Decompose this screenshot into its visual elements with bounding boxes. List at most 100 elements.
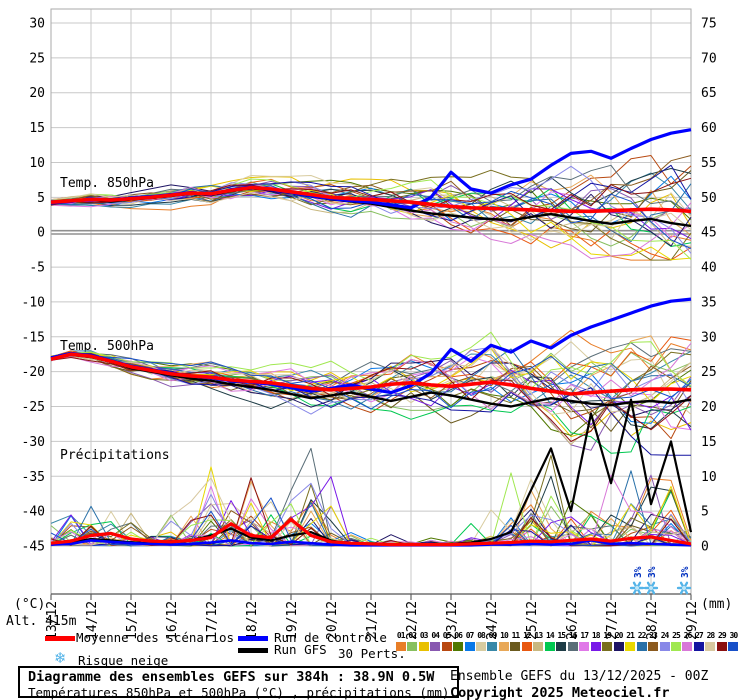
pert-color-swatch bbox=[613, 642, 624, 651]
pert-12: 12 bbox=[521, 631, 532, 651]
pert-color-swatch bbox=[476, 642, 487, 651]
pert-number: 18 bbox=[591, 631, 601, 640]
svg-text:14/12: 14/12 bbox=[85, 601, 100, 640]
pert-number: 19 bbox=[603, 631, 612, 640]
panel-labels: Temp. 850hPa Temp. 500hPa Précipitations bbox=[60, 176, 170, 463]
svg-text:5: 5 bbox=[701, 505, 709, 520]
pert-18: 18 bbox=[590, 631, 601, 651]
svg-text:28/12: 28/12 bbox=[645, 601, 660, 640]
svg-text:-15: -15 bbox=[22, 330, 45, 345]
pert-06: 06 bbox=[452, 631, 464, 651]
pert-20: 20 bbox=[613, 631, 624, 651]
pert-color-swatch bbox=[418, 642, 429, 651]
svg-text:10: 10 bbox=[701, 470, 717, 485]
pert-05: 05 bbox=[441, 631, 452, 651]
mean-line-label: Moyenne des scénarios bbox=[76, 630, 235, 645]
svg-text:-40: -40 bbox=[22, 505, 45, 520]
svg-text:27/12: 27/12 bbox=[605, 601, 620, 640]
pert-28: 28 bbox=[705, 631, 716, 651]
pert-10: 10 bbox=[498, 631, 509, 651]
left-axis-labels: 30 25 20 15 10 5 0 -5 -10 -15 -20 -25 -30 -35 -40 -45 bbox=[22, 17, 45, 555]
pert-number: 03 bbox=[419, 631, 429, 640]
svg-text:17/12: 17/12 bbox=[205, 601, 220, 640]
svg-text:13/12: 13/12 bbox=[45, 601, 60, 640]
pert-color-swatch bbox=[556, 642, 567, 651]
svg-text:16/12: 16/12 bbox=[165, 601, 180, 640]
pert-11: 11 bbox=[510, 631, 521, 651]
pert-color-swatch bbox=[487, 642, 498, 651]
pert-number: 27 bbox=[695, 631, 704, 640]
pert-color-swatch bbox=[728, 642, 739, 651]
svg-text:Précipitations: Précipitations bbox=[60, 448, 170, 463]
svg-text:15: 15 bbox=[701, 435, 717, 450]
svg-text:-5: -5 bbox=[29, 261, 45, 276]
svg-text:30: 30 bbox=[29, 17, 45, 32]
pert-19: 19 bbox=[601, 631, 613, 651]
member-t500 bbox=[50, 355, 692, 436]
pert-09: 09 bbox=[487, 631, 498, 651]
svg-text:Temp. 850hPa: Temp. 850hPa bbox=[60, 176, 154, 191]
svg-text:5: 5 bbox=[37, 191, 45, 206]
pert-color-swatch bbox=[716, 642, 727, 651]
pert-number: 14 bbox=[546, 631, 555, 640]
svg-text:0: 0 bbox=[37, 226, 45, 241]
svg-text:Temp. 500hPa: Temp. 500hPa bbox=[60, 339, 154, 354]
pert-number: 08 bbox=[477, 631, 486, 640]
pert-number: 20 bbox=[614, 631, 624, 640]
pert-color-swatch bbox=[441, 642, 452, 651]
member-t500 bbox=[50, 353, 692, 410]
pert-color-swatch bbox=[521, 642, 532, 651]
pert-08: 08 bbox=[475, 631, 487, 651]
pert-number: 12 bbox=[523, 631, 532, 640]
snowflake-icon bbox=[676, 581, 692, 595]
svg-text:15/12: 15/12 bbox=[125, 601, 140, 640]
ensemble-chart: 302520151050-5-10-15-20-25-30-35-40-4575… bbox=[22, 8, 717, 640]
pert-color-swatch bbox=[659, 642, 670, 651]
pert-color-swatch bbox=[407, 642, 418, 651]
pert-number: 02 bbox=[408, 631, 417, 640]
member-t850 bbox=[50, 175, 692, 224]
svg-text:21/12: 21/12 bbox=[365, 601, 380, 640]
svg-text:35: 35 bbox=[701, 295, 717, 310]
gfs-line-label: Run GFS bbox=[274, 642, 327, 657]
pert-27: 27 bbox=[693, 631, 704, 651]
pert-color-swatch bbox=[510, 642, 521, 651]
pert-04: 04 bbox=[429, 631, 441, 651]
svg-text:25: 25 bbox=[29, 51, 45, 66]
pert-number: 06 bbox=[454, 631, 463, 640]
svg-text:30: 30 bbox=[701, 330, 717, 345]
svg-text:29/12: 29/12 bbox=[685, 601, 700, 640]
pert-number: 21 bbox=[626, 631, 635, 640]
svg-text:19/12: 19/12 bbox=[285, 601, 300, 640]
svg-text:22/12: 22/12 bbox=[405, 601, 420, 640]
svg-text:25: 25 bbox=[701, 365, 717, 380]
right-axis-unit: (mm) bbox=[701, 597, 733, 612]
pert-number: 04 bbox=[431, 631, 440, 640]
pert-17: 17 bbox=[579, 631, 590, 651]
pert-number: 15 bbox=[557, 631, 566, 640]
svg-text:3%: 3% bbox=[647, 566, 658, 578]
gfs-line-swatch bbox=[238, 648, 268, 653]
pert-23: 23 bbox=[647, 631, 659, 651]
mean-line-t500 bbox=[50, 352, 692, 396]
pert-color-swatch bbox=[705, 642, 716, 651]
pert-15: 15 bbox=[556, 631, 567, 651]
pert-number: 16 bbox=[568, 631, 578, 640]
pert-16: 16 bbox=[567, 631, 578, 651]
left-axis-unit: (°C) bbox=[14, 597, 46, 612]
pert-number: 22 bbox=[637, 631, 647, 640]
snow-risk-markers: 3% 3% 3% bbox=[629, 566, 692, 595]
pert-number: 11 bbox=[511, 631, 521, 640]
pert-07: 07 bbox=[464, 631, 475, 651]
pert-color-swatch bbox=[533, 642, 544, 651]
pert-number: 17 bbox=[580, 631, 589, 640]
svg-text:20/12: 20/12 bbox=[325, 601, 340, 640]
pert-color-swatch bbox=[498, 642, 509, 651]
title-box: Diagramme des ensembles GEFS sur 384h : … bbox=[18, 666, 459, 700]
mean-line-t850 bbox=[50, 185, 692, 214]
pert-14: 14 bbox=[544, 631, 555, 651]
svg-text:-25: -25 bbox=[22, 400, 45, 415]
pert-color-swatch bbox=[670, 642, 681, 651]
pert-strip: 01 02 03 04 05 06 07 08 09 10 11 12 13 14 15 16 17 18 19 20… bbox=[395, 631, 739, 651]
